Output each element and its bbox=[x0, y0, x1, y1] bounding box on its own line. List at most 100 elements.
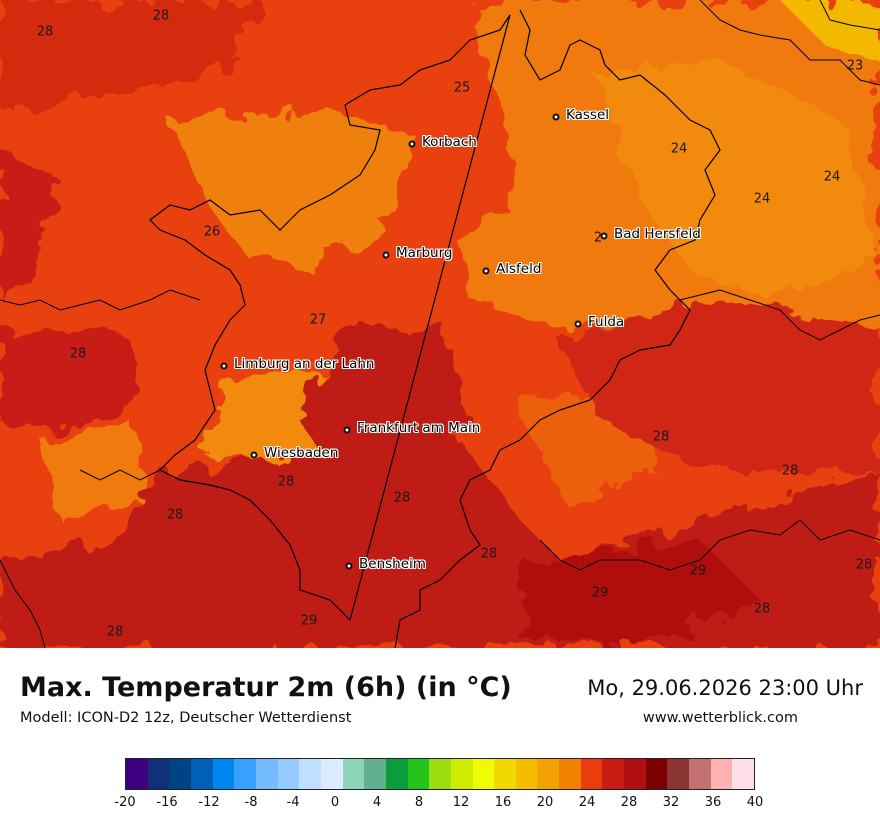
legend-swatch bbox=[624, 759, 646, 789]
legend-swatch bbox=[320, 759, 343, 789]
legend-swatch bbox=[667, 759, 690, 789]
temperature-value: 28 bbox=[652, 429, 670, 445]
city-label-bensheim: Bensheim bbox=[359, 556, 426, 572]
legend-swatch bbox=[255, 759, 278, 789]
temperature-value: 29 bbox=[300, 613, 318, 629]
map-title: Max. Temperatur 2m (6h) (in °C) bbox=[20, 672, 512, 703]
legend-tick-label: 32 bbox=[662, 795, 680, 810]
city-marker-alsfeld bbox=[482, 267, 490, 275]
city-label-korbach: Korbach bbox=[422, 134, 477, 150]
neighbour-border bbox=[539, 519, 880, 571]
legend-tick-label: -20 bbox=[114, 795, 136, 810]
legend-tick-label: -16 bbox=[156, 795, 178, 810]
temperature-value: 28 bbox=[166, 507, 184, 523]
city-marker-fulda bbox=[574, 320, 582, 328]
legend-swatch bbox=[212, 759, 235, 789]
city-label-fulda: Fulda bbox=[588, 314, 625, 330]
city-marker-kassel bbox=[552, 113, 560, 121]
neighbour-border bbox=[679, 289, 880, 341]
forecast-datetime: Mo, 29.06.2026 23:00 Uhr bbox=[587, 676, 863, 700]
legend-tick-label: 8 bbox=[414, 795, 424, 810]
legend-tick-label: 4 bbox=[372, 795, 382, 810]
map-subtitle: Modell: ICON-D2 12z, Deutscher Wetterdie… bbox=[20, 710, 352, 726]
color-legend bbox=[125, 758, 755, 790]
neighbour-border bbox=[79, 469, 161, 481]
temperature-value: 25 bbox=[453, 80, 471, 96]
temperature-value: 28 bbox=[393, 490, 411, 506]
city-marker-bad-hersfeld bbox=[600, 232, 608, 240]
legend-swatch bbox=[494, 759, 516, 789]
temperature-value: 28 bbox=[277, 474, 295, 490]
legend-swatch bbox=[450, 759, 473, 789]
legend-swatch bbox=[515, 759, 538, 789]
city-label-wiesbaden: Wiesbaden bbox=[264, 445, 339, 461]
temperature-value: 28 bbox=[69, 346, 87, 362]
neighbour-border bbox=[0, 289, 201, 311]
legend-tick-label: -4 bbox=[286, 795, 300, 810]
city-marker-korbach bbox=[408, 140, 416, 148]
city-label-marburg: Marburg bbox=[396, 245, 453, 261]
city-label-frankfurt: Frankfurt am Main bbox=[357, 420, 481, 436]
legend-swatch bbox=[559, 759, 581, 789]
legend-swatch bbox=[645, 759, 668, 789]
city-label-limburg: Limburg an der Lahn bbox=[234, 356, 375, 372]
temperature-value: 29 bbox=[591, 585, 609, 601]
city-label-alsfeld: Alsfeld bbox=[496, 261, 542, 277]
neighbour-border bbox=[699, 0, 880, 86]
legend-tick-label: 24 bbox=[578, 795, 596, 810]
legend-swatch bbox=[537, 759, 560, 789]
city-marker-bensheim bbox=[345, 562, 353, 570]
city-marker-marburg bbox=[382, 251, 390, 259]
legend-swatch bbox=[602, 759, 625, 789]
temperature-value: 28 bbox=[152, 8, 170, 24]
temperature-field bbox=[0, 0, 880, 648]
temperature-value: 27 bbox=[309, 312, 327, 328]
legend-tick-label: -8 bbox=[244, 795, 258, 810]
legend-swatch bbox=[234, 759, 256, 789]
legend-swatch bbox=[710, 759, 733, 789]
legend-swatch bbox=[689, 759, 711, 789]
legend-swatch bbox=[342, 759, 365, 789]
legend-swatch bbox=[385, 759, 408, 789]
city-label-bad-hersfeld: Bad Hersfeld bbox=[614, 226, 701, 242]
city-marker-wiesbaden bbox=[250, 451, 258, 459]
legend-swatch bbox=[299, 759, 321, 789]
legend-swatch bbox=[732, 759, 755, 789]
city-label-kassel: Kassel bbox=[566, 107, 610, 123]
neighbour-border bbox=[819, 0, 880, 31]
temperature-value: 24 bbox=[670, 141, 688, 157]
website-label: www.wetterblick.com bbox=[642, 710, 798, 726]
legend-swatch bbox=[190, 759, 213, 789]
city-marker-frankfurt bbox=[343, 426, 351, 434]
temperature-map: Kassel Korbach Bad Hersfeld Marburg Alsf… bbox=[0, 0, 880, 648]
temperature-value: 24 bbox=[753, 191, 771, 207]
legend-tick-label: 28 bbox=[620, 795, 638, 810]
legend-tick-label: 0 bbox=[330, 795, 340, 810]
temperature-value: 2 bbox=[593, 230, 603, 246]
legend-tick-label: 20 bbox=[536, 795, 554, 810]
legend-swatch bbox=[364, 759, 386, 789]
legend-tick-label: 40 bbox=[746, 795, 764, 810]
legend-swatch bbox=[407, 759, 430, 789]
neighbour-border bbox=[0, 559, 46, 648]
temperature-value: 23 bbox=[846, 58, 864, 74]
temperature-value: 28 bbox=[106, 624, 124, 640]
temperature-value: 28 bbox=[480, 546, 498, 562]
legend-tick-label: 12 bbox=[452, 795, 470, 810]
temperature-value: 28 bbox=[753, 601, 771, 617]
temperature-value: 24 bbox=[823, 169, 841, 185]
legend-swatch bbox=[126, 759, 148, 789]
legend-swatch bbox=[169, 759, 191, 789]
legend-tick-label: 36 bbox=[704, 795, 722, 810]
legend-swatch bbox=[472, 759, 495, 789]
legend-swatch bbox=[429, 759, 451, 789]
temperature-value: 29 bbox=[689, 563, 707, 579]
legend-swatch bbox=[277, 759, 300, 789]
legend-tick-label: 16 bbox=[494, 795, 512, 810]
temperature-value: 26 bbox=[203, 224, 221, 240]
temperature-value: 28 bbox=[781, 463, 799, 479]
legend-swatch bbox=[147, 759, 170, 789]
legend-swatch bbox=[580, 759, 603, 789]
city-marker-limburg bbox=[220, 362, 228, 370]
temperature-zones bbox=[0, 0, 880, 648]
